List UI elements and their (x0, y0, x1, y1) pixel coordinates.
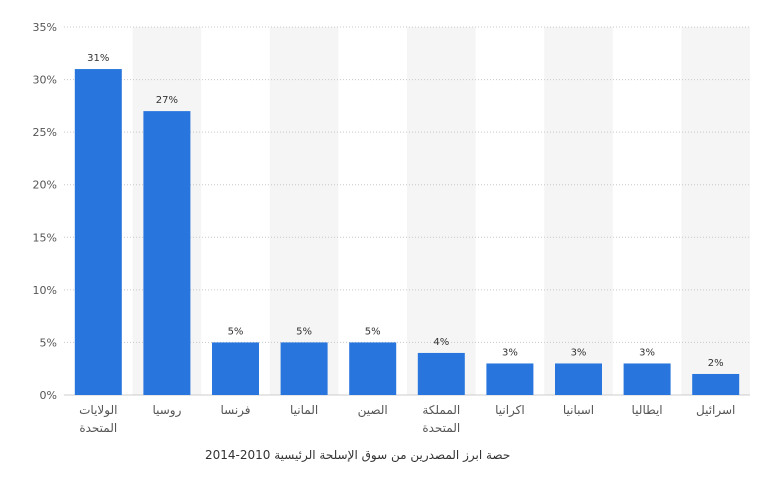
data-label: 3% (502, 347, 518, 358)
background-band (269, 27, 339, 395)
data-label: 2% (708, 358, 724, 369)
y-tick-label: 10% (33, 284, 57, 297)
y-tick-label: 15% (33, 231, 57, 244)
x-tick-label: الولايات (79, 403, 117, 418)
bar (417, 352, 465, 395)
chart-caption: حصة ابرز المصدرين من سوق الإسلحة الرئيسي… (205, 448, 511, 462)
bar (212, 342, 259, 395)
background-band (407, 27, 476, 395)
bar (623, 363, 671, 395)
x-tick-label: فرنسا (220, 403, 250, 418)
x-tick-label: ايطاليا (632, 403, 663, 417)
data-label: 4% (433, 337, 449, 348)
bar (692, 373, 740, 395)
y-tick-label: 5% (40, 336, 57, 349)
x-tick-label: اسرائيل (696, 403, 735, 418)
x-tick-label: المتحدة (79, 421, 117, 435)
y-tick-label: 25% (33, 126, 57, 139)
x-tick-label: المتحدة (422, 421, 460, 435)
bar (74, 69, 122, 396)
data-label: 5% (365, 326, 381, 337)
data-label: 27% (156, 95, 178, 106)
bar (486, 363, 534, 395)
y-tick-label: 35% (33, 21, 57, 34)
bar (143, 111, 191, 395)
x-tick-label: المملكة (422, 403, 460, 417)
x-tick-label: روسيا (152, 403, 181, 418)
data-label: 5% (228, 326, 244, 337)
data-label: 5% (296, 326, 312, 337)
bar (280, 342, 328, 395)
background-band (544, 27, 613, 395)
x-tick-label: اسبانيا (563, 403, 594, 417)
bar (555, 363, 602, 395)
background-band (681, 27, 750, 395)
bar (349, 342, 397, 395)
x-tick-label: المانيا (290, 403, 318, 417)
x-tick-label: اكرانيا (495, 403, 525, 418)
y-tick-label: 20% (33, 179, 57, 192)
y-tick-label: 30% (33, 74, 57, 87)
data-label: 3% (571, 347, 587, 358)
data-label: 3% (639, 347, 655, 358)
data-label: 31% (87, 53, 109, 64)
y-tick-label: 0% (40, 389, 57, 402)
x-tick-label: الصين (358, 403, 388, 418)
